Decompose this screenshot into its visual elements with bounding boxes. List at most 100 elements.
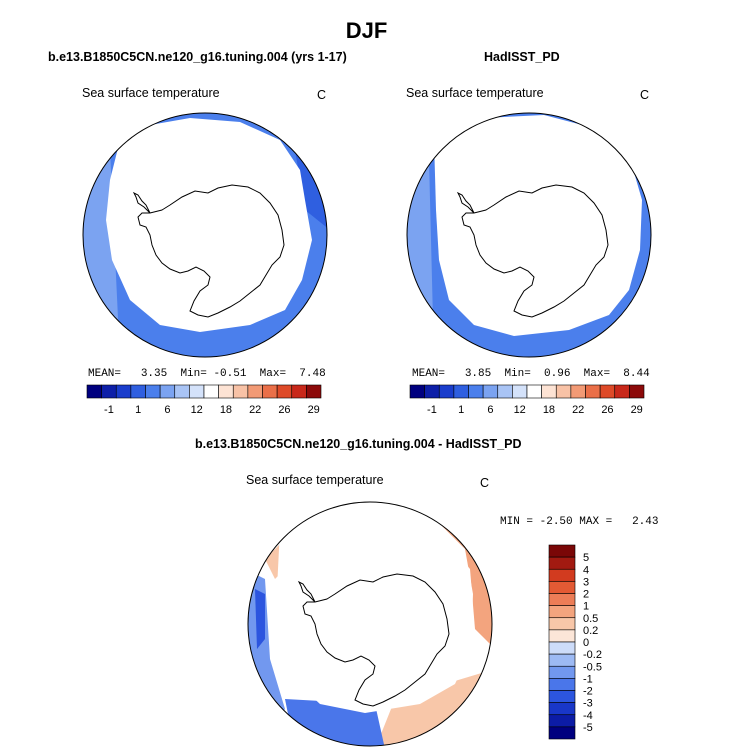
panel1-map	[82, 112, 328, 358]
colorbar-tick-label: 1	[458, 404, 464, 416]
panel1-variable-label: Sea surface temperature	[82, 86, 220, 100]
colorbar-swatch	[409, 384, 425, 399]
panel3-subtitle: b.e13.B1850C5CN.ne120_g16.tuning.004 - H…	[195, 437, 522, 451]
colorbar-swatch	[548, 702, 576, 716]
diff-negative-core	[255, 589, 265, 649]
panel3-max-label: MAX =	[579, 516, 613, 528]
colorbar-tick-label: 0.2	[583, 625, 598, 637]
colorbar-swatch	[512, 384, 528, 399]
colorbar-tick-label: 29	[631, 404, 643, 416]
panel2-mean-label: MEAN=	[412, 368, 446, 380]
peninsula-coastline	[132, 191, 151, 214]
panel2-stats: MEAN= 3.85 Min= 0.96 Max= 8.44	[412, 368, 650, 380]
colorbar-swatch	[526, 384, 542, 399]
colorbar-swatch	[438, 384, 455, 399]
colorbar-swatch	[203, 384, 219, 399]
panel1-subtitle: b.e13.B1850C5CN.ne120_g16.tuning.004 (yr…	[48, 50, 347, 64]
colorbar-swatch	[189, 384, 205, 399]
colorbar-swatch	[468, 384, 484, 399]
panel3-colorbar: 5 4 3 2 1 0.5 0.2 0 -0.2 -0.5 -1 -2 -3 -4 -5	[548, 544, 602, 740]
colorbar-swatch	[548, 544, 576, 558]
colorbar-tick-label: 18	[220, 404, 232, 416]
panel3-min-value: -2.50	[539, 516, 573, 528]
colorbar-swatch	[145, 384, 161, 399]
panel3-map	[247, 501, 493, 747]
colorbar-tick-label: -3	[583, 698, 593, 710]
colorbar-tick-label: 5	[583, 552, 589, 564]
colorbar-swatch	[86, 384, 102, 399]
colorbar-tick-label: 0	[583, 637, 589, 649]
panel3-stats: MIN = -2.50 MAX = 2.43	[500, 516, 658, 528]
colorbar-swatch	[548, 556, 576, 570]
colorbar-tick-label: 6	[487, 404, 493, 416]
colorbar-swatch	[548, 568, 576, 582]
sst-west-band	[407, 160, 434, 357]
colorbar-tick-label: -1	[583, 673, 593, 685]
panel1-mean-label: MEAN=	[88, 368, 122, 380]
colorbar-swatch	[218, 384, 234, 399]
colorbar-tick-label: -1	[104, 404, 114, 416]
panel2-colorbar: -1 1 6 12 18 22 26 29	[409, 384, 645, 416]
colorbar-svg: -1 1 6 12 18 22 26 29	[86, 384, 322, 416]
colorbar-tick-label: 4	[583, 564, 589, 576]
colorbar-swatch	[548, 593, 576, 606]
colorbar-swatch	[548, 581, 576, 594]
peninsula-coastline	[456, 191, 475, 214]
colorbar-tick-label: -2	[583, 686, 593, 698]
panel3-max-value: 2.43	[632, 516, 659, 528]
panel2-mean-value: 3.85	[464, 368, 492, 380]
main-title: DJF	[345, 18, 388, 43]
panel2-subtitle: HadISST_PD	[484, 50, 560, 64]
colorbar-tick-label: 26	[601, 404, 613, 416]
panel1-min-value: -0.51	[213, 368, 247, 380]
colorbar-tick-label: 6	[164, 404, 170, 416]
colorbar-swatch	[548, 605, 576, 619]
colorbar-tick-label: 12	[191, 404, 203, 416]
panel2-max-value: 8.44	[623, 368, 650, 380]
colorbar-tick-label: -0.5	[583, 661, 602, 673]
panel2-min-label: Min=	[504, 368, 531, 380]
map-frame	[247, 501, 493, 747]
colorbar-swatch	[291, 384, 307, 399]
colorbar-tick-label: 3	[583, 576, 589, 588]
colorbar-tick-label: 18	[543, 404, 555, 416]
colorbar-tick-label: -1	[427, 404, 437, 416]
antarctica-coastline	[302, 573, 450, 707]
colorbar-swatch	[247, 384, 263, 399]
panel1-stats: MEAN= 3.35 Min= -0.51 Max= 7.48	[88, 368, 326, 380]
colorbar-tick-label: 22	[572, 404, 584, 416]
panel1-max-label: Max=	[259, 368, 287, 380]
colorbar-tick-label: -4	[583, 710, 593, 722]
panel3-units-label: C	[480, 476, 490, 490]
colorbar-swatch	[548, 629, 576, 643]
colorbar-swatch	[548, 690, 576, 703]
colorbar-swatch	[482, 384, 499, 399]
colorbar-svg: -1 1 6 12 18 22 26 29	[409, 384, 645, 416]
colorbar-swatch	[548, 617, 576, 631]
panel1-colorbar: -1 1 6 12 18 22 26 29	[86, 384, 322, 416]
colorbar-swatch	[159, 384, 176, 399]
colorbar-swatch	[548, 653, 576, 667]
colorbar-tick-label: 1	[135, 404, 141, 416]
colorbar-swatch	[262, 384, 278, 399]
colorbar-tick-label: 12	[514, 404, 526, 416]
colorbar-tick-label: -5	[583, 722, 593, 734]
peninsula-coastline	[297, 580, 316, 603]
panel3-min-label: MIN =	[500, 516, 534, 528]
colorbar-swatch	[130, 384, 146, 399]
colorbar-swatch	[548, 665, 576, 679]
panel1-mean-value: 3.35	[140, 368, 168, 380]
colorbar-tick-label: 29	[308, 404, 320, 416]
panel2-max-label: Max=	[583, 368, 611, 380]
panel1-min-label: Min=	[180, 368, 207, 380]
antarctica-coastline	[461, 184, 609, 318]
colorbar-swatch	[629, 384, 645, 399]
colorbar-swatch	[174, 384, 190, 399]
colorbar-swatch	[541, 384, 557, 399]
antarctica-coastline	[137, 184, 285, 318]
colorbar-swatch	[232, 384, 249, 399]
colorbar-swatch	[101, 384, 117, 399]
map-frame	[82, 112, 328, 358]
colorbar-swatch	[276, 384, 293, 399]
